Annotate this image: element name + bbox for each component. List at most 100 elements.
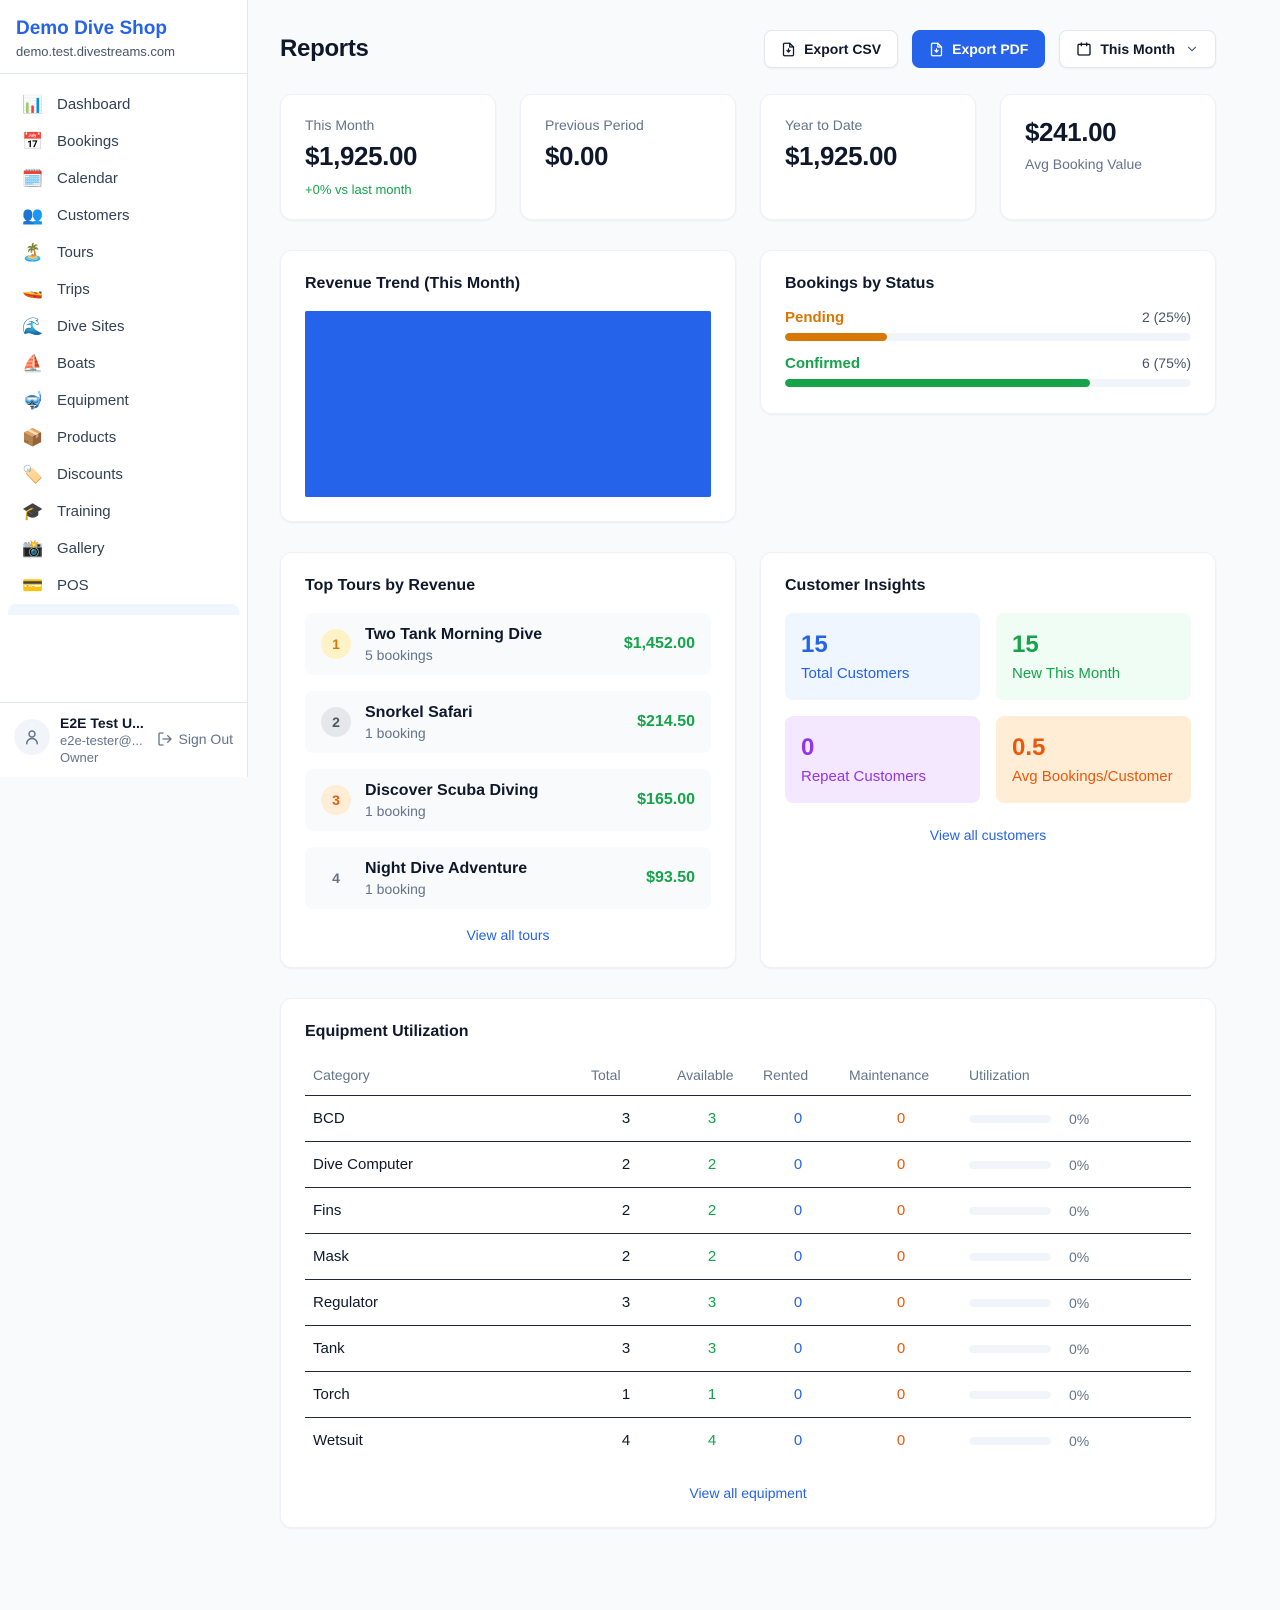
view-all-tours-link[interactable]: View all tours [466,927,550,943]
column-header-available: Available [669,1061,755,1096]
equipment-rented: 0 [755,1187,841,1234]
tour-bookings: 1 booking [365,880,426,897]
insight-tile-avg-bookings: 0.5 Avg Bookings/Customer [996,716,1191,803]
stat-card-previous-period: Previous Period $0.00 [520,94,736,220]
sidebar-item-discounts[interactable]: 🏷️ Discounts [8,456,239,493]
equipment-total: 3 [583,1325,669,1372]
tour-bookings: 1 booking [365,724,426,741]
sidebar-item-label: Dashboard [57,96,131,113]
sidebar-item-label: Calendar [57,170,118,187]
sidebar-item-label: Customers [57,207,130,224]
sidebar-item-tours[interactable]: 🏝️ Tours [8,234,239,271]
equipment-rented: 0 [793,1432,803,1449]
sidebar-item-pos[interactable]: 💳 POS [8,567,239,604]
customer-insights-card: Customer Insights 15 Total Customers 15 … [760,552,1216,968]
sidebar-item-trips[interactable]: 🚤 Trips [8,271,239,308]
insights-grid: 15 Total Customers 15 New This Month 0 R… [785,613,1191,803]
sidebar-item-products[interactable]: 📦 Products [8,419,239,456]
sidebar-item-dashboard[interactable]: 📊 Dashboard [8,86,239,123]
tour-bookings: 5 bookings [365,646,433,663]
stat-value: $241.00 [1025,117,1117,147]
status-bar-fill [785,379,1090,387]
equipment-available: 3 [669,1279,755,1326]
boats-icon: ⛵ [22,354,44,373]
sidebar-user-footer: E2E Test U... e2e-tester@... Owner Sign … [0,702,247,777]
sidebar-item-bookings[interactable]: 📅 Bookings [8,123,239,160]
discounts-icon: 🏷️ [22,465,44,484]
utilization-pct: 0% [1069,1432,1090,1449]
revenue-trend-card: Revenue Trend (This Month) [280,250,736,522]
sidebar-item-customers[interactable]: 👥 Customers [8,197,239,234]
sidebar-item-dive-sites[interactable]: 🌊 Dive Sites [8,308,239,345]
utilization-bar [969,1206,1051,1215]
stat-label: This Month [305,117,375,133]
charts-row: Revenue Trend (This Month) Bookings by S… [280,250,1216,522]
insight-tile-total-customers: 15 Total Customers [785,613,980,700]
column-header-utilization: Utilization [961,1061,1191,1096]
equipment-maintenance: 0 [841,1325,961,1372]
calendar-icon: 🗓️ [22,169,44,188]
equipment-category: Dive Computer [305,1141,583,1188]
view-all-equipment-link[interactable]: View all equipment [689,1485,807,1501]
utilization-pct: 0% [1069,1294,1090,1311]
equipment-total: 2 [583,1141,669,1188]
tours-insights-row: Top Tours by Revenue 1 Two Tank Morning … [280,552,1216,968]
column-header-maintenance: Maintenance [841,1061,961,1096]
stat-card-this-month: This Month $1,925.00 +0% vs last month [280,94,496,220]
status-bar-track [785,379,1191,387]
sidebar-item-calendar[interactable]: 🗓️ Calendar [8,160,239,197]
view-all-customers-link[interactable]: View all customers [929,827,1047,843]
export-csv-button[interactable]: Export CSV [764,30,899,68]
equipment-total: 3 [583,1095,669,1142]
equipment-table: Category Total Available Rented Maintena… [305,1061,1191,1463]
utilization-pct: 0% [1069,1202,1090,1219]
bookings-by-status-card: Bookings by Status Pending 2 (25%) Confi… [760,250,1216,414]
stats-row: This Month $1,925.00 +0% vs last month P… [280,94,1216,220]
equipment-maintenance: 0 [841,1141,961,1188]
tour-list-item[interactable]: 4 Night Dive Adventure 1 booking $93.50 [305,847,711,909]
sidebar-item-label: Equipment [57,392,129,409]
stat-label: Year to Date [785,117,863,133]
sidebar-item-label: Gallery [57,540,105,557]
utilization-bar [969,1390,1051,1399]
sidebar-item-label: Boats [57,355,96,372]
insight-tile-repeat-customers: 0 Repeat Customers [785,716,980,803]
utilization-bar [969,1160,1051,1169]
stat-card-avg-booking-value: $241.00 Avg Booking Value [1000,94,1216,220]
sign-out-button[interactable]: Sign Out [157,731,233,747]
equipment-utilization-card: Equipment Utilization Category Total Ava… [280,998,1216,1528]
table-row: BCD 3 3 0 0 0% [305,1095,1191,1142]
sidebar-header: Demo Dive Shop demo.test.divestreams.com [0,0,247,74]
equipment-category: Mask [305,1233,583,1280]
sidebar-item-label: Training [57,503,111,520]
status-bar-fill [785,333,887,341]
bookings-icon: 📅 [22,132,44,151]
sidebar-item-equipment[interactable]: 🤿 Equipment [8,382,239,419]
stat-value: $1,925.00 [305,141,418,171]
avatar [14,719,50,755]
tour-name: Discover Scuba Diving [365,781,539,799]
sidebar-item-reports-partial[interactable] [8,604,239,615]
sidebar-item-gallery[interactable]: 📸 Gallery [8,530,239,567]
tour-list-item[interactable]: 2 Snorkel Safari 1 booking $214.50 [305,691,711,753]
page-title: Reports [280,35,369,62]
export-pdf-button[interactable]: Export PDF [912,30,1046,68]
status-row-confirmed: Confirmed 6 (75%) [785,355,1191,387]
tour-revenue: $1,452.00 [623,635,695,652]
period-select[interactable]: This Month [1059,30,1216,68]
user-name: E2E Test U... [60,715,144,731]
utilization-bar [969,1114,1051,1123]
equipment-maintenance: 0 [841,1371,961,1418]
sidebar-item-boats[interactable]: ⛵ Boats [8,345,239,382]
equipment-category: Torch [305,1371,583,1418]
rank-badge: 1 [321,629,351,659]
equipment-rented: 0 [755,1095,841,1142]
sidebar-item-label: Dive Sites [57,318,125,335]
tour-list-item[interactable]: 1 Two Tank Morning Dive 5 bookings $1,45… [305,613,711,675]
insight-label: Avg Bookings/Customer [1012,768,1173,785]
stat-label: Previous Period [545,117,644,133]
tour-list-item[interactable]: 3 Discover Scuba Diving 1 booking $165.0… [305,769,711,831]
sidebar-item-training[interactable]: 🎓 Training [8,493,239,530]
header-actions: Export CSV Export PDF This Month [764,30,1216,68]
equipment-available: 3 [669,1095,755,1142]
